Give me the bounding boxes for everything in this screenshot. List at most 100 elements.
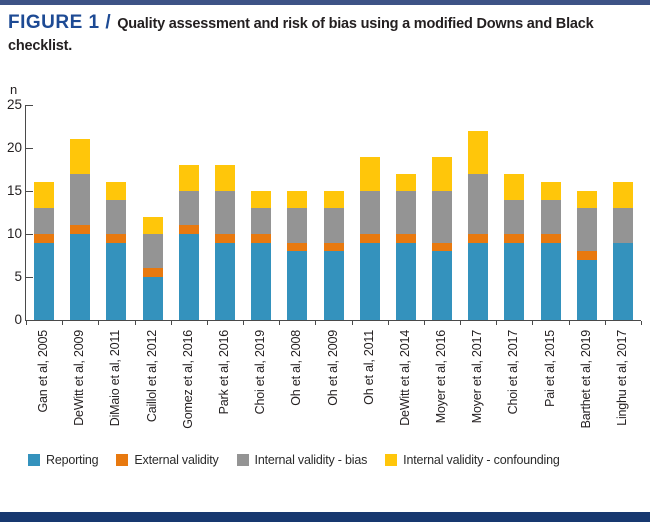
bar-segment-internal-validity-bias [251,208,272,235]
legend-item: Reporting [28,453,99,467]
bar-segment-internal-validity-confounding [540,182,561,200]
bar-segment-external-validity [323,242,344,252]
x-axis-label: DiMaio et al, 2011 [108,330,123,427]
bar-segment-internal-validity-bias [540,199,561,235]
bar-segment-internal-validity-confounding [432,156,453,192]
y-tick-mark [26,319,33,321]
y-tick-label: 20 [6,140,22,155]
bar-segment-external-validity [214,234,235,243]
bar-segment-reporting [323,251,344,320]
bar-segment-reporting [214,242,235,320]
bar-segment-reporting [251,242,272,320]
bar-segment-reporting [142,277,163,320]
bar-segment-external-validity [178,225,199,234]
bar-segment-internal-validity-confounding [468,130,489,174]
stacked-bar [214,165,235,320]
bar-segment-internal-validity-confounding [214,165,235,192]
y-tick-mark [26,233,33,235]
legend-item: External validity [116,453,219,467]
bar-segment-internal-validity-confounding [612,182,633,209]
bar-segment-reporting [576,259,597,320]
x-tick-mark [26,321,27,325]
bar-segment-internal-validity-bias [34,208,55,235]
x-axis-label: Oh et al, 2009 [325,330,340,406]
bar-segment-external-validity [432,242,453,252]
stacked-bar [287,191,308,320]
x-axis-label: Park et al, 2016 [216,330,231,415]
bar-segment-internal-validity-bias [214,191,235,235]
bar-segment-reporting [395,242,416,320]
y-tick-label: 5 [14,269,22,284]
bar-segment-internal-validity-bias [468,173,489,235]
stacked-bar [70,139,91,320]
x-axis-label: Oh et al, 2008 [289,330,304,406]
x-tick-mark [424,321,425,325]
bar-segment-internal-validity-confounding [287,191,308,209]
legend-label: Internal validity - confounding [403,453,560,467]
bar-segment-external-validity [70,225,91,234]
bar-segment-internal-validity-confounding [142,216,163,235]
stacked-bar [142,216,163,320]
y-tick-mark [26,190,33,192]
legend-swatch-external-validity [116,454,129,466]
x-axis-label: Moyer et al, 2016 [434,330,449,424]
bar-segment-internal-validity-bias [178,191,199,226]
bar-segment-internal-validity-bias [612,208,633,243]
x-tick-mark [279,321,280,325]
x-tick-mark [171,321,172,325]
legend-item: Internal validity - bias [236,453,368,467]
x-tick-mark [460,321,461,325]
bar-segment-external-validity [504,234,525,243]
figure-title: Quality assessment and risk of bias usin… [8,16,594,54]
stacked-bar [323,191,344,320]
x-axis-label: Gan et al, 2005 [36,330,51,413]
stacked-bar [468,130,489,320]
figure-caption: FIGURE 1 /Quality assessment and risk of… [8,12,626,57]
stacked-bar [178,165,199,320]
y-tick-mark [26,276,33,278]
plot-area [25,104,642,325]
x-axis-label: Moyer et al, 2017 [470,330,485,424]
x-tick-mark [62,321,63,325]
bar-segment-reporting [178,234,199,320]
bar-segment-external-validity [142,268,163,277]
bar-segment-external-validity [359,234,380,243]
bar-segment-internal-validity-confounding [359,156,380,192]
bar-segment-external-validity [395,234,416,243]
legend-label: Internal validity - bias [254,453,368,467]
bar-segment-internal-validity-bias [106,199,127,235]
stacked-bar [359,156,380,320]
x-tick-mark [532,321,533,325]
bar-segment-internal-validity-confounding [106,182,127,200]
x-axis-label: Choi et al, 2019 [253,330,268,415]
legend-swatch-reporting [28,454,40,466]
stacked-bar [395,173,416,320]
x-tick-mark [641,321,642,325]
stacked-bar [106,182,127,320]
bar-segment-external-validity [540,234,561,243]
bar-segment-internal-validity-bias [142,234,163,269]
x-axis-label: DeWitt et al, 2014 [397,330,412,426]
bar-segment-external-validity [106,234,127,243]
bar-segment-internal-validity-confounding [70,139,91,174]
x-tick-mark [352,321,353,325]
bar-segment-internal-validity-confounding [576,191,597,209]
bar-segment-reporting [106,242,127,320]
x-axis-label: Barthet et al, 2019 [578,330,593,429]
bar-segment-internal-validity-confounding [178,165,199,192]
bar-segment-internal-validity-bias [432,191,453,243]
bar-segment-internal-validity-confounding [34,182,55,209]
bottom-rule [0,512,650,522]
bar-segment-reporting [540,242,561,320]
y-tick-mark [26,147,33,149]
x-tick-mark [605,321,606,325]
x-axis-label: Pai et al, 2015 [542,330,557,407]
y-tick-label: 10 [6,226,22,241]
bar-segment-internal-validity-bias [576,208,597,252]
y-axis-unit-label: n [10,82,18,97]
legend-swatch-internal-validity-bias [236,454,249,466]
y-tick-label: 0 [14,312,22,327]
x-axis-label: Gomez et al, 2016 [180,330,195,429]
bar-segment-internal-validity-confounding [504,173,525,200]
